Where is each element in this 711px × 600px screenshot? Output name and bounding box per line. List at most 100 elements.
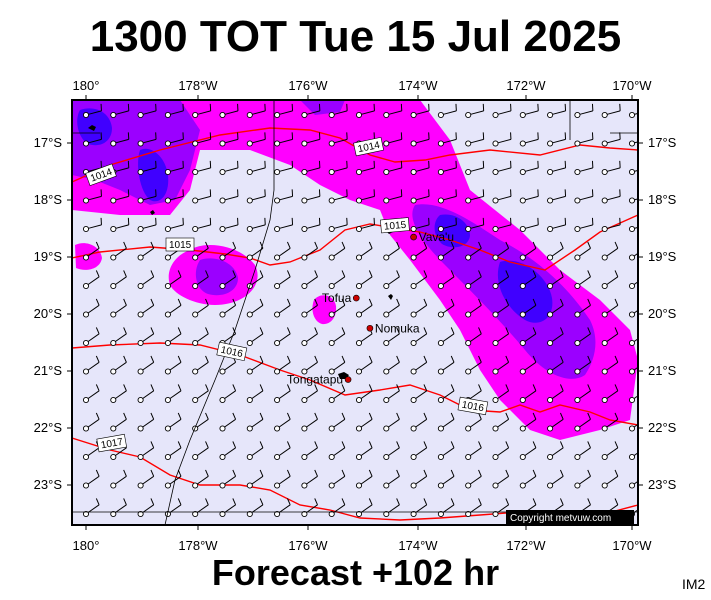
wind-barb [465, 241, 482, 261]
meridian-line [164, 100, 275, 526]
wind-barb [410, 132, 430, 147]
wind-barb [574, 412, 591, 432]
wind-barb [355, 298, 373, 318]
wind-barb [355, 270, 373, 290]
wind-barb [219, 189, 239, 204]
wind-barb [164, 384, 182, 404]
wind-barb [301, 412, 318, 432]
lat-label-right: 22°S [648, 420, 677, 435]
isobar-label: 1016 [461, 400, 485, 415]
lon-label-bottom: 180° [73, 538, 100, 553]
wind-barb [519, 384, 537, 404]
wind-barb [328, 217, 348, 233]
wind-barb [601, 441, 619, 461]
wind-barb [192, 327, 209, 347]
wind-barb [164, 189, 184, 204]
wind-barb [519, 189, 539, 204]
wind-barb [383, 498, 400, 518]
place-marker [344, 376, 352, 383]
wind-barb [82, 498, 100, 518]
wind-barb [465, 217, 485, 233]
wind-barb [547, 469, 564, 489]
wind-barb [437, 217, 457, 233]
wind-barb [383, 270, 400, 290]
wind-barb [137, 327, 155, 347]
wind-barb [137, 384, 155, 404]
wind-barb [301, 270, 318, 290]
wind-barb [274, 498, 291, 518]
place-label: Tofua [322, 291, 352, 305]
wind-barb [110, 241, 127, 261]
wind-barb [547, 160, 567, 176]
wind-barb [601, 355, 619, 375]
wind-barb [137, 469, 155, 489]
wind-barb [274, 412, 291, 432]
wind-barb [519, 241, 537, 261]
wind-barb [328, 441, 346, 461]
wind-barb [492, 498, 510, 518]
wind-barb [628, 140, 638, 147]
wind-barb [301, 327, 318, 347]
wind-barb [519, 327, 537, 347]
wind-barb [574, 189, 594, 204]
rain-area-medium [195, 258, 238, 296]
wind-barb [110, 217, 130, 233]
lon-label-top: 180° [73, 78, 100, 93]
wind-barb [137, 441, 155, 461]
place-marker [366, 324, 374, 332]
wind-barb [82, 270, 100, 290]
wind-barb [137, 355, 155, 375]
wind-barb [492, 270, 510, 290]
wind-barb [82, 355, 100, 375]
wind-barb [601, 384, 619, 404]
wind-barb [383, 412, 400, 432]
wind-barb [137, 241, 155, 261]
wind-barb [437, 412, 455, 432]
wind-barb [110, 498, 127, 518]
wind-barb [301, 441, 318, 461]
wind-barb-layer [82, 103, 638, 518]
wind-barb [219, 384, 237, 404]
map-frame [71, 99, 639, 526]
wind-barb [219, 498, 237, 518]
wind-barb [328, 298, 346, 318]
lon-label-bottom: 172°W [506, 538, 546, 553]
wind-barb [465, 327, 482, 347]
wind-barb [574, 327, 591, 347]
wind-barb [519, 160, 539, 176]
wind-barb [547, 298, 564, 318]
wind-barb [164, 270, 182, 290]
wind-barb [410, 241, 428, 261]
rain-area-light [355, 100, 400, 130]
lat-label-left: 22°S [34, 420, 63, 435]
wind-barb [219, 412, 237, 432]
place-marker [410, 233, 417, 241]
wind-barb [137, 132, 157, 147]
wind-barb [328, 327, 346, 347]
wind-barb [274, 103, 294, 119]
wind-barb [355, 160, 375, 176]
wind-barb [164, 441, 182, 461]
wind-barb [383, 241, 400, 261]
wind-barb [274, 327, 291, 347]
wind-barb [301, 384, 318, 404]
wind-barb [355, 384, 373, 404]
wind-barb [274, 384, 291, 404]
wind-barb [628, 452, 638, 461]
wind-barb [274, 355, 291, 375]
wind-barb [192, 355, 209, 375]
wind-barb [110, 103, 130, 119]
island-outline [150, 210, 155, 215]
wind-barb [301, 189, 321, 204]
wind-barb [355, 217, 375, 233]
wind-barb [301, 498, 318, 518]
wind-barb [82, 298, 100, 318]
wind-barb [219, 241, 237, 261]
wind-barb [410, 412, 428, 432]
wind-barb [383, 355, 400, 375]
wind-barb [82, 412, 100, 432]
wind-barb [274, 241, 291, 261]
wind-barb [519, 217, 539, 233]
wind-barb [164, 217, 184, 233]
wind-barb [628, 480, 638, 489]
